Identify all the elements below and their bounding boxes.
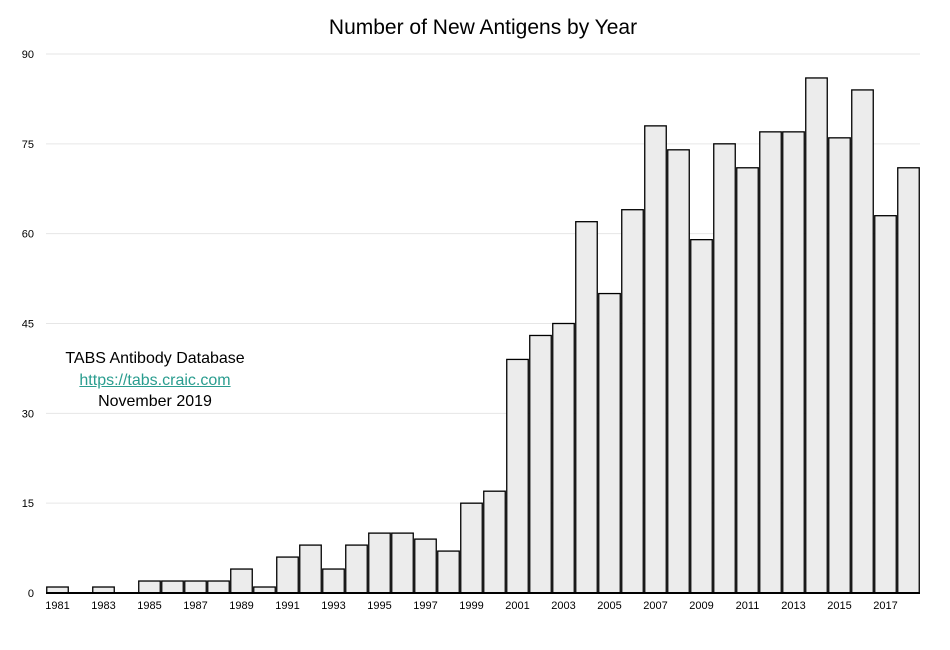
y-tick-label-60: 60: [22, 229, 34, 241]
bar-2017: [874, 215, 897, 594]
bar-1985: [138, 580, 161, 594]
bar-1988: [207, 580, 230, 594]
bar-1993: [322, 568, 345, 594]
x-tick-label-1999: 1999: [459, 600, 483, 612]
y-tick-label-45: 45: [22, 319, 34, 331]
bar-2007: [644, 125, 667, 594]
x-tick-label-2011: 2011: [736, 600, 760, 612]
bar-2011: [736, 167, 759, 594]
bar-1995: [368, 532, 391, 594]
y-tick-label-90: 90: [22, 49, 34, 61]
y-axis-ticks: 0 15 30 45 60 75 90: [22, 49, 34, 600]
annotation-link[interactable]: https://tabs.craic.com: [79, 371, 231, 389]
y-tick-label-15: 15: [22, 498, 34, 510]
bar-1999: [460, 502, 483, 594]
bar-2009: [690, 239, 713, 594]
x-tick-label-2001: 2001: [505, 600, 529, 612]
x-tick-label-2013: 2013: [781, 600, 805, 612]
x-axis-ticks: 1981 1983 1985 1987 1989 1991 1993 1995 1997 1999…: [45, 600, 897, 612]
x-tick-label-1995: 1995: [367, 600, 391, 612]
bar-1997: [414, 538, 437, 594]
x-tick-label-2005: 2005: [597, 600, 621, 612]
bar-2004: [575, 221, 598, 594]
x-tick-label-1981: 1981: [45, 600, 69, 612]
y-tick-label-0: 0: [28, 588, 34, 600]
bar-2000: [483, 490, 506, 594]
bar-1992: [299, 544, 322, 594]
bar-1998: [437, 550, 460, 594]
x-tick-label-1985: 1985: [137, 600, 161, 612]
bar-2016: [851, 89, 874, 594]
bar-1991: [276, 556, 299, 594]
bar-2015: [828, 137, 851, 594]
x-tick-label-1997: 1997: [413, 600, 437, 612]
bar-2005: [598, 292, 621, 594]
x-tick-label-1987: 1987: [183, 600, 207, 612]
bar-1994: [345, 544, 368, 594]
bar-2018: [897, 167, 920, 594]
bar-2012: [759, 131, 782, 594]
bar-2003: [552, 322, 575, 594]
annotation-block: TABS Antibody Database https://tabs.crai…: [40, 348, 270, 413]
x-tick-label-2017: 2017: [873, 600, 897, 612]
bars: [46, 77, 920, 594]
bar-1986: [161, 580, 184, 594]
bar-2001: [506, 358, 529, 594]
annotation-date: November 2019: [98, 393, 212, 410]
bar-1996: [391, 532, 414, 594]
x-tick-label-1989: 1989: [229, 600, 253, 612]
x-tick-label-1991: 1991: [275, 600, 299, 612]
bar-2013: [782, 131, 805, 594]
annotation-database-name: TABS Antibody Database: [65, 350, 245, 367]
bar-2002: [529, 334, 552, 594]
x-tick-label-2003: 2003: [551, 600, 575, 612]
x-tick-label-2007: 2007: [643, 600, 667, 612]
x-tick-label-2015: 2015: [827, 600, 851, 612]
bar-2014: [805, 77, 828, 594]
bar-1989: [230, 568, 253, 594]
bar-2010: [713, 143, 736, 594]
bar-2006: [621, 209, 644, 594]
bar-2008: [667, 149, 690, 594]
x-tick-label-2009: 2009: [689, 600, 713, 612]
x-tick-label-1983: 1983: [91, 600, 115, 612]
y-tick-label-30: 30: [22, 408, 34, 420]
bar-1987: [184, 580, 207, 594]
chart-title: Number of New Antigens by Year: [329, 16, 637, 39]
x-tick-label-1993: 1993: [321, 600, 345, 612]
y-tick-label-75: 75: [22, 139, 34, 151]
